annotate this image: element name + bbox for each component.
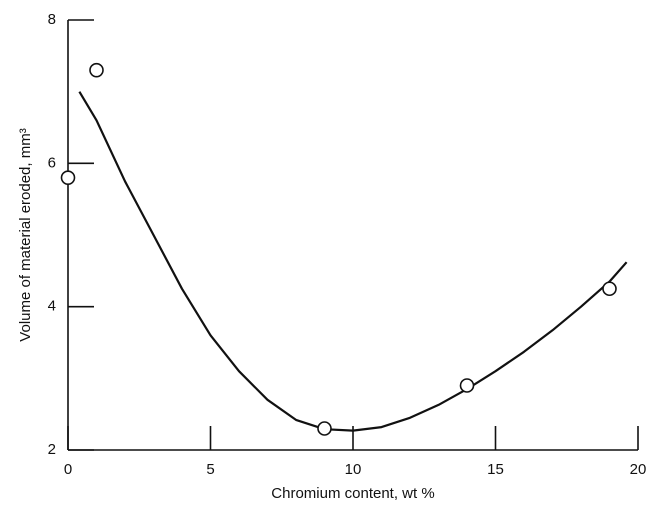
x-tick-label: 10 xyxy=(345,461,362,478)
x-tick-label: 15 xyxy=(487,461,504,478)
fit-curve xyxy=(78,91,628,432)
y-tick-label: 6 xyxy=(48,154,56,171)
data-point xyxy=(89,62,104,78)
data-point xyxy=(459,378,475,393)
data-point xyxy=(602,281,617,297)
x-tick-label: 5 xyxy=(206,461,214,478)
y-axis-label: Volume of material eroded, mm³ xyxy=(17,128,34,341)
x-tick-label: 20 xyxy=(630,461,647,478)
data-point xyxy=(60,170,76,185)
y-tick-label: 4 xyxy=(48,298,56,315)
data-point xyxy=(317,421,332,436)
y-tick-label: 2 xyxy=(48,441,56,458)
x-tick-label: 0 xyxy=(64,461,72,478)
x-axis-label: Chromium content, wt % xyxy=(271,485,434,502)
y-tick-label: 8 xyxy=(48,11,56,28)
